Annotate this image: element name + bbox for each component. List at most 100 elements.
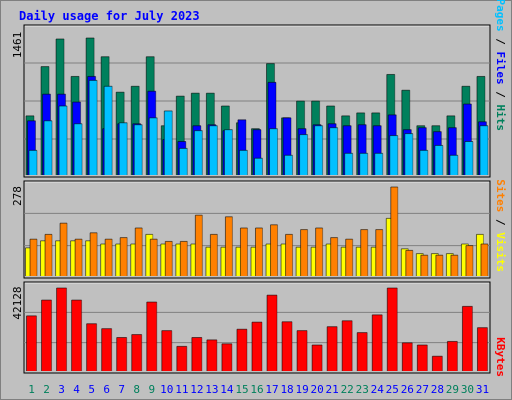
day-label: 7 [118, 383, 125, 396]
sites-bar [390, 187, 398, 276]
sites-bar [165, 241, 173, 276]
legend-pages: Pages [494, 0, 507, 32]
day-label: 6 [103, 383, 110, 396]
kbytes-bar [236, 329, 247, 371]
kbytes-bar [372, 314, 383, 371]
visits-bar [296, 247, 304, 276]
kbytes-bar [342, 320, 353, 371]
day-label: 24 [371, 383, 385, 396]
traffic-panel [23, 24, 491, 178]
sites-bar [105, 239, 113, 276]
day-label: 23 [356, 383, 369, 396]
pages-bar [59, 106, 68, 175]
kbytes-bar [161, 330, 172, 371]
pages-bar [74, 123, 83, 175]
visits-bar [190, 243, 198, 276]
sites-bar [420, 255, 428, 276]
visits-bar [55, 240, 63, 276]
sites-bar [405, 250, 413, 276]
kbytes-bar [327, 326, 338, 371]
kbytes-bar [41, 300, 52, 371]
sites-bar [210, 234, 218, 276]
pages-bar [239, 150, 248, 175]
sites-bar [270, 224, 278, 276]
sites-bar [90, 232, 98, 276]
day-label: 9 [148, 383, 155, 396]
visits-bar [416, 253, 424, 276]
files-bar [283, 117, 292, 175]
hits-bar [176, 96, 185, 175]
kbytes-bar [56, 288, 67, 371]
pages-bar [269, 128, 278, 175]
day-label: 1 [28, 383, 35, 396]
pages-bar [449, 155, 458, 175]
day-label: 12 [190, 383, 203, 396]
day-label: 25 [386, 383, 399, 396]
pages-bar [179, 148, 188, 175]
pages-bar [149, 117, 158, 175]
files-bar [358, 124, 367, 175]
sites-bar [225, 216, 233, 276]
legend-separator: / [494, 32, 507, 52]
legend-visits: Visits [494, 232, 507, 272]
day-label: 19 [295, 383, 308, 396]
sites-bar [195, 215, 203, 276]
visits-bar [266, 243, 274, 276]
day-label: 27 [416, 383, 429, 396]
pages-bar [29, 150, 37, 175]
pages-bar [479, 125, 488, 175]
visits-bar [386, 218, 394, 276]
kbytes-bar [417, 344, 428, 371]
legend-kbytes: KBytes [494, 337, 507, 377]
day-axis-labels: 1 2 3 4 5 6 7 8 9 10 11 12 13 14 15 16 17 18 19 20 21 22 23 24 2… [28, 383, 489, 396]
day-label: 14 [220, 383, 234, 396]
day-label: 30 [461, 383, 474, 396]
sites-bar [60, 223, 68, 276]
visits-bar [476, 234, 484, 276]
visits-bar [160, 243, 168, 276]
chart-title: Daily usage for July 2023 [19, 9, 200, 23]
pages-bar [164, 110, 173, 175]
day-label: 22 [341, 383, 354, 396]
visits-bar [235, 247, 243, 276]
kbytes-bar [447, 341, 458, 371]
sites-bar [240, 227, 248, 276]
kbytes-bar [101, 328, 112, 371]
day-label: 16 [250, 383, 263, 396]
visits-bar [115, 243, 123, 276]
sites-bar [75, 239, 83, 276]
sites-bar [465, 245, 473, 276]
kbytes-bar [282, 321, 293, 371]
kbytes-bar [26, 315, 37, 371]
visits-bar [40, 240, 48, 276]
pages-bar [224, 129, 233, 175]
legend-separator: / [494, 212, 507, 232]
sites-bar [480, 243, 488, 276]
legend-sites: Sites [494, 179, 507, 212]
sites-bar [285, 234, 293, 276]
files-bar [343, 125, 352, 175]
sites-bar [360, 229, 368, 276]
day-label: 2 [43, 383, 50, 396]
visits-bar [281, 243, 289, 276]
day-label: 15 [235, 383, 248, 396]
sites-bar [120, 237, 128, 276]
sites-bar [345, 239, 353, 276]
visits-bar [401, 248, 409, 276]
pages-bar [344, 153, 353, 175]
files-bar [252, 129, 261, 175]
pages-bar [464, 141, 473, 175]
kbytes-bar [462, 306, 473, 371]
files-bar [237, 119, 246, 175]
kbytes-bar [116, 337, 127, 371]
kbytes-legend: KBytes [494, 337, 507, 377]
visits-bar [326, 243, 334, 276]
visits-bar [175, 243, 183, 276]
traffic-legend: Pages / Files / Hits [494, 0, 507, 131]
visitors-panel [23, 180, 491, 279]
pages-bar [434, 145, 443, 175]
kbytes-bar [267, 295, 278, 371]
day-label: 4 [73, 383, 80, 396]
day-label: 28 [431, 383, 444, 396]
